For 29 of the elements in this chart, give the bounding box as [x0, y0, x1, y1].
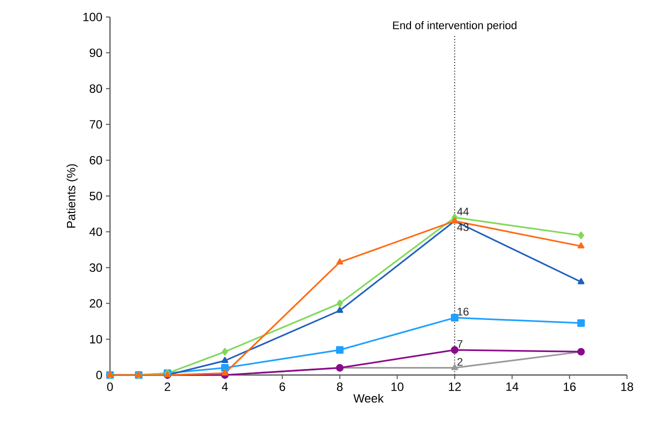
data-label: 44 [457, 208, 469, 216]
data-label: 2 [457, 358, 462, 366]
x-tick-label: 2 [164, 382, 170, 391]
ref-line-label: End of intervention period [393, 21, 516, 32]
y-tick-label: 30 [90, 263, 102, 272]
x-tick-label: 6 [280, 382, 286, 391]
y-tick-label: 40 [89, 228, 102, 236]
x-tick-label: 12 [448, 382, 461, 391]
x-tick-label: 16 [564, 382, 576, 391]
data-label: 43 [457, 223, 469, 232]
x-tick-label: 10 [391, 382, 404, 391]
x-tick-label: 0 [107, 382, 113, 391]
y-tick-label: 80 [90, 84, 102, 93]
y-tick-label: 100 [83, 12, 102, 22]
x-tick-label: 8 [336, 382, 343, 391]
y-tick-label: 60 [90, 156, 102, 164]
x-tick-label: 4 [222, 382, 228, 391]
y-tick-label: 70 [90, 120, 102, 129]
y-tick-label: 10 [90, 334, 102, 344]
x-tick-label: 14 [506, 382, 518, 391]
y-tick-label: 20 [90, 299, 102, 308]
y-tick-label: 50 [90, 192, 102, 200]
x-axis-title: Week [353, 394, 384, 403]
y-tick-label: 0 [96, 370, 102, 380]
data-label: 16 [458, 308, 469, 316]
data-label: 7 [457, 340, 462, 348]
y-axis-title: Patients (%) [66, 164, 78, 228]
x-tick-label: 18 [621, 382, 634, 391]
y-tick-label: 90 [90, 48, 102, 58]
